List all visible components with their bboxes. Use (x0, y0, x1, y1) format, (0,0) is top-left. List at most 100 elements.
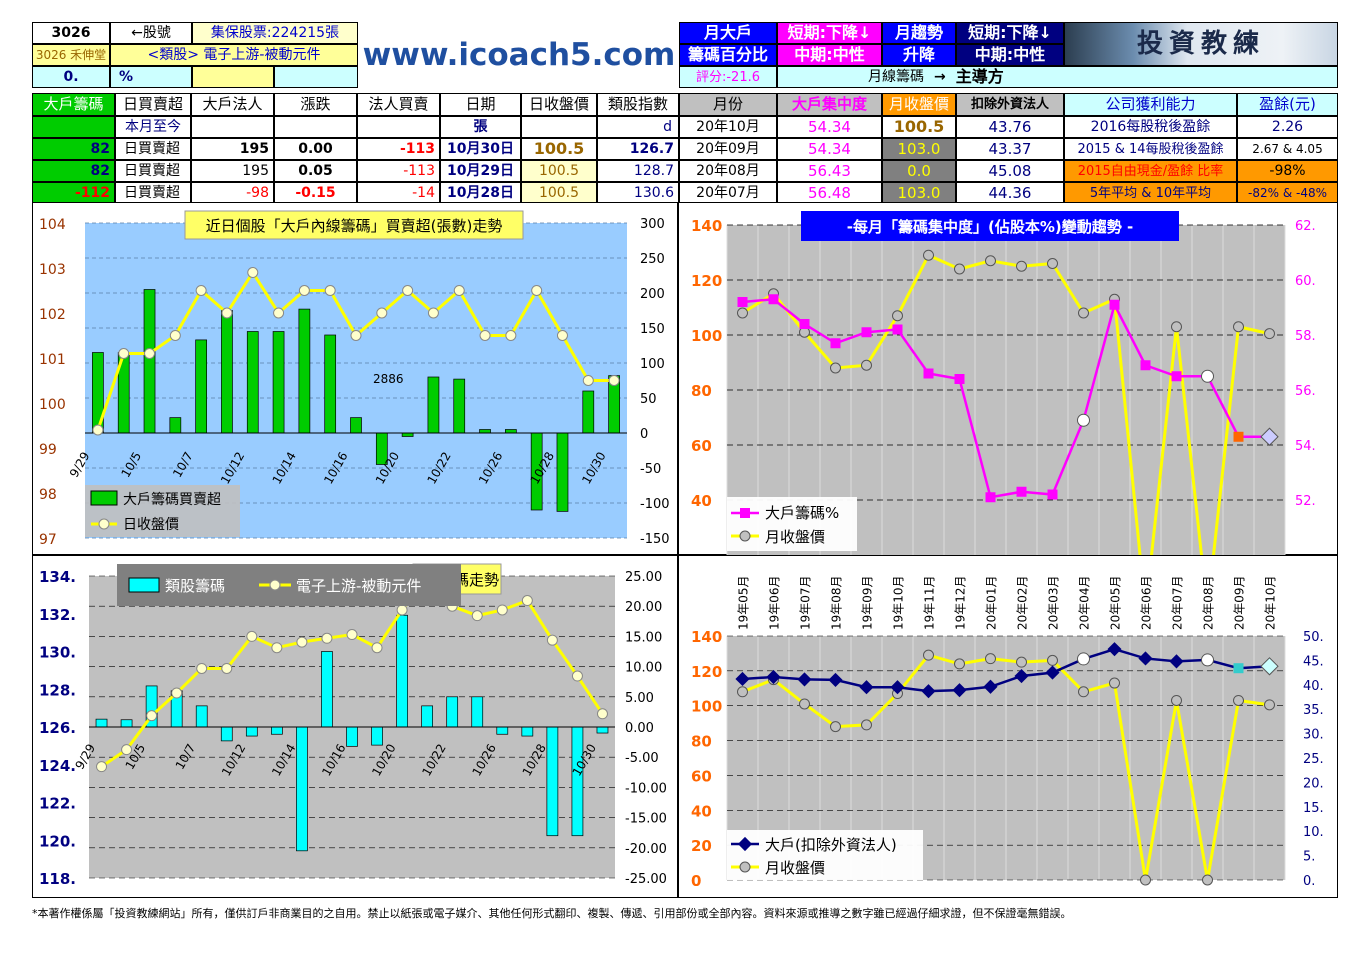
line-point (608, 375, 620, 386)
x-tick-label: 20年07月 (1171, 575, 1185, 630)
bar (596, 726, 609, 734)
line-point (247, 267, 259, 278)
y-tick-label-right: 0.00 (625, 721, 654, 736)
title-box (801, 211, 1179, 241)
y-tick-label-right: 62. (1295, 219, 1316, 234)
y-tick-label-right: -50 (640, 462, 661, 477)
y-tick-label-right: 45. (1303, 654, 1324, 669)
left-table-subheader (191, 116, 274, 138)
line-point (471, 610, 483, 622)
line-point (376, 307, 388, 319)
bar (571, 726, 584, 837)
y-tick-label-right: -100 (640, 497, 670, 512)
line-point (221, 662, 233, 674)
x-tick-label: 20年08月 (1202, 575, 1216, 630)
line-point (1109, 677, 1120, 689)
y-tick-label-left: 140 (691, 217, 722, 235)
bar (195, 339, 207, 434)
y-tick-label-left: 100 (691, 698, 722, 716)
bar (324, 334, 337, 434)
y-tick-label-left: 120 (691, 272, 722, 290)
line-point (1078, 307, 1089, 319)
line-point (799, 698, 810, 710)
right-table-cell: 44.36 (956, 182, 1064, 204)
profit-table-cell: 2016每股稅後盈餘 (1064, 116, 1237, 138)
left-table-cell: -113 (357, 160, 440, 182)
left-table-cell: 日買賣超 (115, 138, 191, 160)
line-point (271, 642, 283, 654)
line-point (1140, 360, 1151, 371)
y-tick-label-left: 60 (691, 437, 712, 455)
line-point (321, 632, 333, 644)
left-table-cell: -14 (357, 182, 440, 204)
line-point (1201, 369, 1214, 383)
y-tick-label-right: 150 (640, 322, 665, 337)
y-tick-label-right: 20.00 (625, 600, 662, 615)
x-tick-label: 19年06月 (768, 575, 782, 630)
line-point (797, 672, 812, 687)
right-table-cell: 54.34 (777, 116, 882, 138)
profit-table-cell: -82% & -48% (1237, 182, 1338, 204)
bar (346, 726, 358, 747)
right-table-cell: 20年09月 (679, 138, 777, 160)
line-point (396, 604, 408, 616)
line-point (983, 679, 998, 694)
bar (446, 696, 459, 728)
line-point (952, 683, 967, 698)
line-point (96, 761, 108, 773)
stock-code: 3026 (32, 22, 110, 44)
line-point (859, 680, 874, 695)
y-tick-label-right: 0 (640, 427, 648, 442)
legend-swatch (90, 490, 118, 506)
right-table-cell: 54.34 (777, 138, 882, 160)
bar (471, 696, 484, 728)
y-tick-label-left: 98 (39, 487, 57, 503)
y-tick-label-left: 103 (39, 262, 66, 278)
sector-label: <類股> 電子上游-被動元件 (110, 44, 358, 66)
y-tick-label-left: 120 (691, 663, 722, 681)
left-table-cell: -113 (357, 138, 440, 160)
right-table-cell: 56.48 (777, 182, 882, 204)
bar (496, 726, 509, 735)
legend-box (727, 497, 857, 551)
site-url[interactable]: www.icoach5.com (362, 36, 676, 73)
y-tick-label-left: 132. (39, 606, 76, 624)
left-table-cell: 0.05 (274, 160, 357, 182)
left-table-subheader (357, 116, 440, 138)
line-point (346, 629, 358, 641)
line-point (921, 684, 936, 699)
line-point (350, 330, 362, 341)
line-point (546, 634, 558, 646)
profit-table-cell: 2.67 & 4.05 (1237, 138, 1338, 160)
line-point (1260, 427, 1279, 446)
left-table-cell: 82 (32, 160, 115, 182)
y-tick-label-right: -5.00 (625, 751, 659, 766)
y-tick-label-right: 5. (1303, 850, 1315, 865)
y-tick-label-right: 10.00 (625, 661, 662, 676)
left-table-cell: 195 (191, 160, 274, 182)
bar (143, 289, 156, 434)
y-tick-label-left: 124. (39, 757, 76, 775)
line-point (861, 327, 872, 338)
right-table-header: 扣除外資法人 (956, 93, 1064, 116)
line-point (954, 374, 965, 384)
chart-daily-chips: 300 250 200 150 100 50 0 -50 -100 -150 104 103 102 10… (32, 202, 678, 555)
profit-table-cell: 2.26 (1237, 116, 1338, 138)
line-point (427, 307, 439, 319)
right-table-header: 月份 (679, 93, 777, 116)
y-tick-label-left: 122. (39, 795, 76, 813)
line-point (923, 649, 934, 661)
x-tick-label: 20年06月 (1140, 575, 1154, 630)
leader-label: 主導方 (955, 67, 1004, 86)
x-tick-label: 19年12月 (954, 575, 968, 630)
left-table-header: 日期 (440, 93, 521, 116)
y-tick-label-right: 50. (1303, 630, 1324, 645)
bar (371, 726, 383, 746)
legend-label: 電子上游-被動元件 (296, 577, 421, 595)
y-tick-label-right: 40. (1303, 679, 1324, 694)
left-table-cell: 10月30日 (440, 138, 521, 160)
arrow-icon: → (934, 69, 946, 85)
line-point (1233, 663, 1244, 674)
line-point (1140, 874, 1151, 886)
bar (427, 376, 440, 434)
